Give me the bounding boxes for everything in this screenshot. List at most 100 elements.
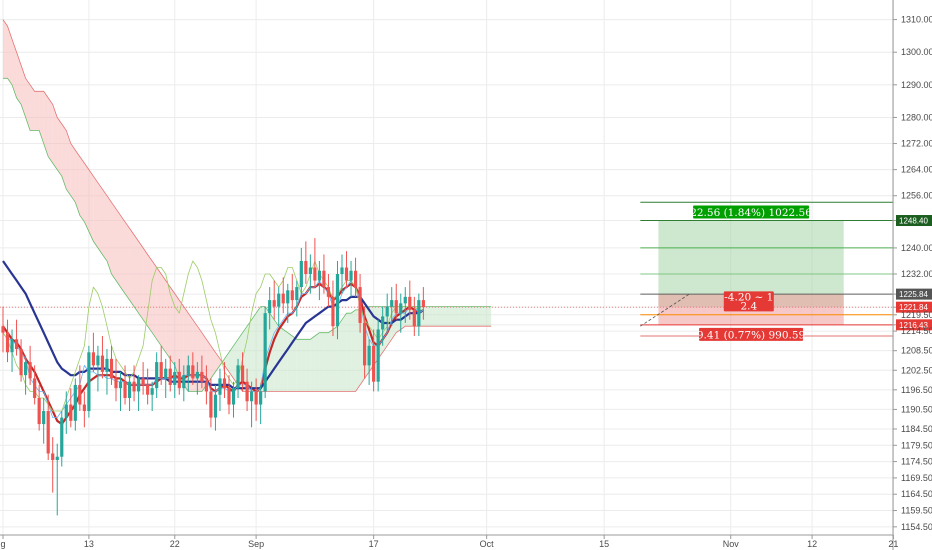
price-tick-label: 1208.50 — [901, 346, 932, 356]
time-tick-label: Oct — [480, 539, 495, 549]
cloud-segment — [351, 309, 356, 392]
time-tick-label: 21 — [888, 539, 898, 549]
price-label-bg — [896, 288, 932, 300]
candle-body — [218, 378, 222, 395]
indicator-line — [2, 282, 425, 426]
cloud-segment — [332, 326, 338, 392]
cloud-segment — [165, 280, 171, 359]
price-label: 1248.40 — [899, 217, 928, 226]
price-label-bg — [896, 215, 932, 227]
price-tick-label: 1169.50 — [901, 473, 932, 483]
candle-body — [250, 391, 254, 402]
cloud-segment — [328, 329, 333, 392]
price-tick-label: 1179.50 — [901, 440, 932, 450]
cloud-segment — [445, 306, 451, 327]
candle-body — [240, 365, 245, 382]
price-tick-label: 1154.50 — [901, 522, 932, 532]
candle-body — [87, 352, 91, 412]
cloud-segment — [52, 104, 58, 170]
candle-body — [200, 371, 204, 382]
price-label: 1225.84 — [899, 290, 928, 299]
candle-body — [209, 391, 213, 418]
candle-body — [372, 345, 376, 382]
cloud-segment — [143, 247, 148, 327]
price-label: 1216.43 — [899, 321, 928, 330]
candle-body — [118, 381, 123, 389]
candle-body — [335, 274, 340, 327]
cloud-segment — [147, 254, 153, 333]
time-tick-label: 15 — [599, 539, 609, 549]
candle-body — [60, 417, 64, 457]
time-tick-label: 22 — [170, 539, 180, 549]
price-tick-label: 1164.50 — [901, 489, 932, 499]
cloud-segment — [247, 319, 252, 392]
cloud-segment — [432, 306, 437, 327]
candle-body — [132, 381, 136, 392]
price-tick-label: 1264.00 — [901, 165, 932, 175]
candle-body — [385, 306, 389, 317]
candle-body — [150, 388, 154, 395]
cloud-segment — [102, 189, 107, 261]
cloud-segment — [188, 313, 193, 392]
price-tick-label: 1290.00 — [901, 80, 932, 90]
cloud-segment — [287, 332, 293, 392]
candle-body — [353, 270, 358, 288]
candle-body — [109, 358, 114, 379]
candle-body — [105, 358, 109, 372]
loss-label: 9.41 (0.77%) 990.59 — [697, 329, 805, 341]
cloud-segment — [477, 306, 483, 327]
cloud-segment — [106, 195, 112, 275]
candle-body — [299, 260, 303, 288]
candles — [1, 238, 425, 516]
cloud-segment — [152, 260, 157, 340]
candle-body — [268, 300, 272, 314]
cloud-segment — [292, 336, 297, 392]
time-axis: g1322Sep17Oct15Nov1221Dec17201914 — [0, 534, 898, 549]
candle-body — [1, 326, 5, 333]
cloud-segment — [342, 313, 347, 392]
candle-body — [146, 384, 150, 395]
candle-body — [381, 316, 385, 330]
price-tick-label: 1159.50 — [901, 506, 932, 516]
price-tick-label: 1184.50 — [901, 424, 932, 434]
candle-body — [195, 371, 199, 379]
candle-body — [28, 362, 32, 379]
cloud-segment — [43, 91, 49, 157]
time-tick-label: 13 — [84, 539, 94, 549]
candle-body — [236, 365, 240, 389]
indicator-lines — [2, 260, 425, 426]
cloud-segment — [138, 241, 144, 320]
time-tick-label: 17 — [369, 539, 379, 549]
cloud-segment — [301, 339, 306, 392]
candle-body — [277, 293, 281, 307]
candle-body — [5, 332, 10, 353]
candle-body — [317, 270, 321, 281]
risk-ratio-bg — [723, 291, 774, 312]
candle-body — [290, 290, 294, 301]
cloud-segment — [34, 91, 40, 131]
candle-body — [42, 411, 46, 425]
price-tick-label: 1219.50 — [901, 310, 932, 320]
cloud-segment — [179, 300, 184, 385]
candle-body — [390, 300, 394, 307]
cloud-segment — [97, 182, 103, 255]
price-tick-label: 1280.00 — [901, 112, 932, 122]
candle-body — [164, 368, 168, 379]
cloud-segment — [251, 313, 257, 392]
price-label-bg — [896, 301, 932, 313]
cloud-segment — [450, 306, 455, 327]
price-label-bg — [896, 319, 932, 331]
cloud-segment — [170, 287, 175, 366]
candle-body — [259, 391, 263, 405]
cloud-segment — [70, 143, 76, 203]
cloud-segment — [323, 332, 329, 392]
position-labels: 22.56 (1.84%) 1022.56 9.41 (0.77%) 990.59… — [690, 205, 812, 341]
candle-body — [376, 329, 380, 382]
cloud-segment — [441, 306, 446, 327]
cloud-segment — [473, 306, 478, 327]
cloud-segment — [310, 336, 315, 392]
cloud-segment — [93, 176, 98, 248]
candle-body — [46, 411, 50, 454]
cloud-segment — [464, 306, 469, 327]
